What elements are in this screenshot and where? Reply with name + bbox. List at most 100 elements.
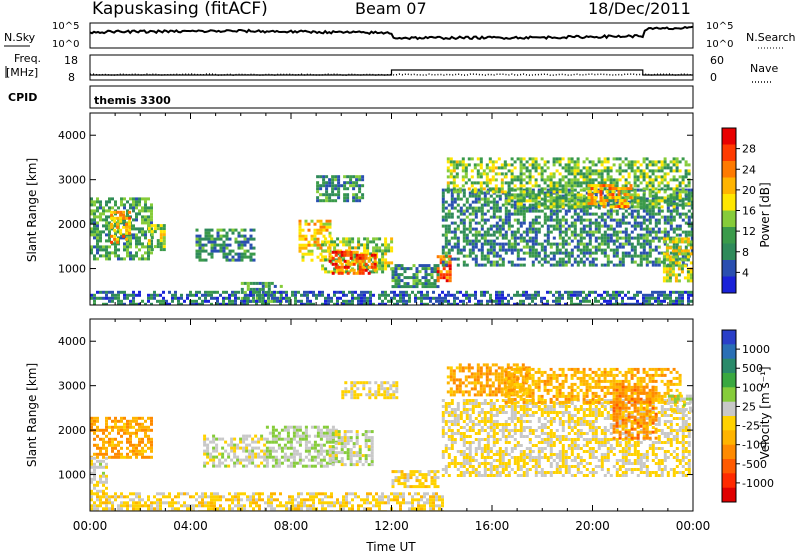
- heatmap-cell: [114, 452, 117, 456]
- heatmap-cell: [409, 285, 413, 289]
- heatmap-cell: [471, 242, 475, 246]
- heatmap-cell: [304, 437, 308, 441]
- heatmap-cell: [183, 299, 186, 303]
- heatmap-cell: [597, 215, 601, 219]
- heatmap-cell: [462, 293, 465, 297]
- heatmap-cell: [522, 196, 526, 200]
- heatmap-cell: [636, 239, 640, 243]
- heatmap-cell: [588, 293, 591, 297]
- heatmap-cell: [99, 498, 102, 502]
- heatmap-cell: [591, 212, 595, 216]
- heatmap-cell: [138, 203, 141, 207]
- heatmap-cell: [144, 206, 147, 210]
- heatmap-cell: [444, 188, 448, 192]
- heatmap-cell: [636, 193, 640, 197]
- heatmap-cell: [386, 390, 390, 394]
- heatmap-cell: [486, 299, 489, 303]
- heatmap-cell: [344, 381, 348, 385]
- heatmap-cell: [361, 253, 365, 257]
- heatmap-cell: [102, 296, 105, 300]
- heatmap-cell: [567, 163, 571, 167]
- heatmap-cell: [680, 252, 684, 256]
- heatmap-cell: [108, 233, 111, 237]
- heatmap-cell: [677, 261, 681, 265]
- heatmap-cell: [513, 178, 517, 182]
- heatmap-cell: [501, 221, 505, 225]
- heatmap-cell: [522, 209, 526, 213]
- heatmap-cell: [132, 227, 135, 231]
- heatmap-cell: [144, 434, 147, 438]
- heatmap-cell: [591, 160, 595, 164]
- heatmap-cell: [645, 166, 649, 170]
- heatmap-cell: [510, 205, 514, 209]
- heatmap-cell: [340, 457, 344, 461]
- heatmap-cell: [132, 203, 135, 207]
- heatmap-cell: [474, 302, 477, 305]
- heatmap-cell: [418, 470, 422, 474]
- heatmap-cell: [621, 160, 625, 164]
- heatmap-cell: [252, 287, 256, 291]
- heatmap-cell: [618, 242, 622, 246]
- heatmap-cell: [570, 254, 574, 258]
- heatmap-cell: [334, 259, 338, 263]
- heatmap-cell: [392, 396, 396, 400]
- heatmap-cell: [162, 245, 166, 249]
- heatmap-cell: [102, 206, 105, 210]
- heatmap-cell: [447, 257, 451, 261]
- heatmap-cell: [237, 246, 241, 250]
- heatmap-cell: [321, 264, 325, 268]
- heatmap-cell: [522, 290, 525, 294]
- heatmap-cell: [117, 242, 120, 246]
- heatmap-cell: [319, 434, 323, 438]
- heatmap-cell: [125, 216, 129, 220]
- heatmap-cell: [671, 255, 675, 259]
- heatmap-cell: [286, 431, 290, 435]
- heatmap-cell: [492, 206, 496, 210]
- heatmap-cell: [111, 296, 114, 300]
- heatmap-cell: [195, 293, 198, 297]
- heatmap-cell: [330, 240, 334, 244]
- heatmap-cell: [328, 434, 332, 438]
- heatmap-cell: [230, 443, 234, 447]
- heatmap-cell: [531, 248, 535, 252]
- heatmap-cell: [324, 299, 327, 303]
- heatmap-cell: [337, 265, 341, 269]
- heatmap-cell: [96, 290, 99, 294]
- heatmap-cell: [461, 178, 465, 182]
- heatmap-cell: [666, 199, 670, 203]
- heatmap-cell: [325, 225, 329, 229]
- heatmap-cell: [447, 293, 450, 297]
- heatmap-cell: [277, 458, 281, 462]
- heatmap-cell: [546, 254, 550, 258]
- heatmap-cell: [579, 230, 583, 234]
- heatmap-cell: [147, 248, 151, 252]
- heatmap-cell: [459, 251, 463, 255]
- heatmap-cell: [500, 163, 504, 167]
- heatmap-cell: [340, 445, 344, 449]
- heatmap-cell: [651, 197, 655, 201]
- heatmap-cell: [654, 178, 658, 182]
- heatmap-cell: [576, 215, 580, 219]
- heatmap-cell: [433, 285, 437, 289]
- heatmap-cell: [594, 205, 598, 209]
- heatmap-cell: [99, 477, 102, 481]
- heatmap-cell: [507, 260, 511, 264]
- heatmap-cell: [675, 302, 678, 305]
- heatmap-cell: [669, 215, 673, 219]
- heatmap-cell: [254, 455, 258, 459]
- heatmap-cell: [516, 254, 520, 258]
- heatmap-cell: [654, 212, 658, 216]
- heatmap-cell: [216, 249, 220, 253]
- heatmap-cell: [198, 237, 202, 241]
- heatmap-cell: [660, 215, 664, 219]
- heatmap-cell: [102, 471, 105, 475]
- heatmap-cell: [534, 293, 537, 297]
- heatmap-cell: [534, 181, 538, 185]
- heatmap-cell: [150, 206, 153, 210]
- heatmap-cell: [334, 199, 338, 203]
- heatmap-cell: [324, 267, 328, 271]
- heatmap-cell: [543, 215, 547, 219]
- heatmap-cell: [343, 181, 347, 185]
- heatmap-cell: [678, 196, 682, 200]
- heatmap-cell: [597, 157, 601, 161]
